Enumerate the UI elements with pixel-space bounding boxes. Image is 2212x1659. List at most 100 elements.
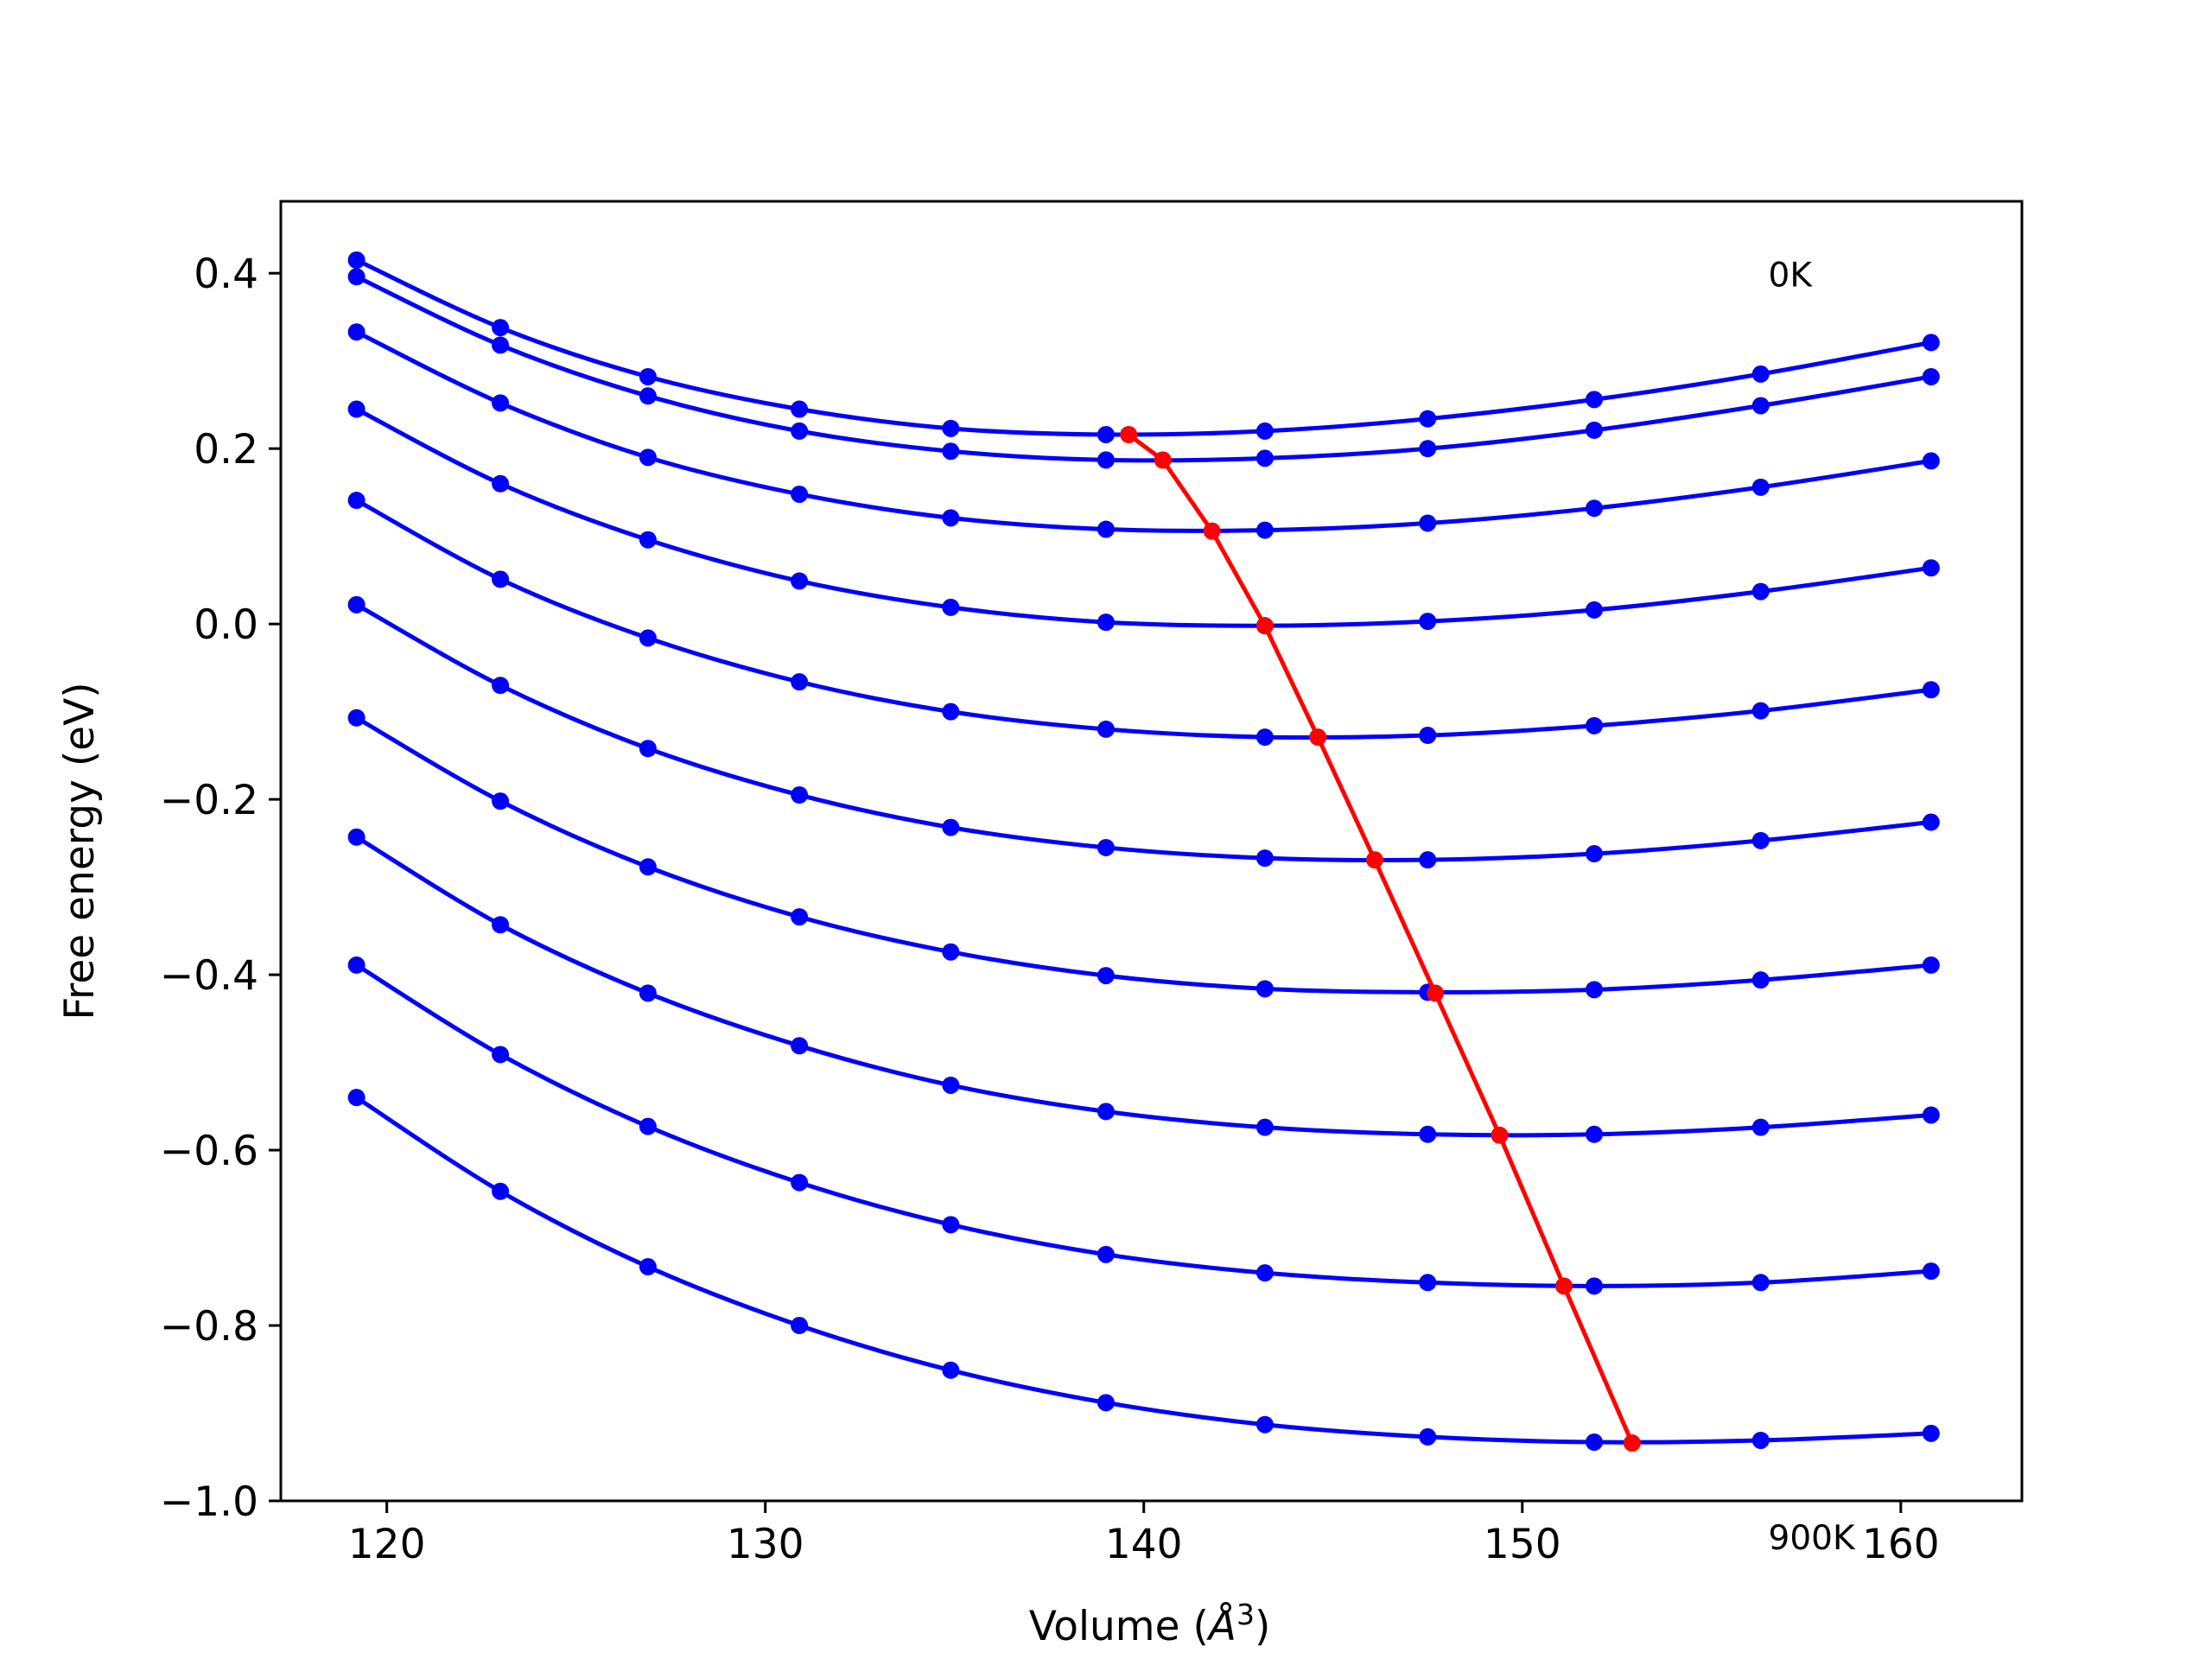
minima-point-5 — [1309, 728, 1327, 747]
series-10-point-8 — [1419, 1427, 1437, 1446]
series-layer — [347, 251, 1940, 1452]
y-tick-label-7: −0.8 — [160, 1303, 258, 1351]
series-9-point-5 — [942, 1216, 960, 1234]
series-2 — [347, 268, 1940, 469]
y-tick-label-8: −1.0 — [160, 1478, 258, 1526]
series-1-point-4 — [791, 400, 809, 418]
minima-point-4 — [1255, 617, 1274, 635]
series-4-point-3 — [639, 531, 657, 549]
series-7-point-5 — [942, 943, 960, 961]
y-axis-title: Free energy (eV) — [56, 682, 104, 1020]
series-3-point-11 — [1922, 452, 1940, 470]
annotation-900k: 900K — [1769, 1519, 1856, 1558]
series-9-point-1 — [347, 956, 365, 974]
series-5-point-1 — [347, 492, 365, 510]
x-axis-title-close: ) — [1255, 1603, 1270, 1650]
series-7-point-4 — [791, 908, 809, 926]
series-6-point-8 — [1419, 851, 1437, 869]
series-3-point-8 — [1419, 514, 1437, 532]
series-4-point-4 — [791, 572, 809, 590]
series-6-point-10 — [1751, 831, 1770, 849]
series-1-point-10 — [1751, 365, 1770, 383]
minima-point-7 — [1427, 984, 1445, 1002]
series-5 — [347, 492, 1940, 747]
series-7-point-2 — [492, 792, 510, 810]
series-8-point-6 — [1096, 1103, 1115, 1121]
series-2-point-1 — [347, 268, 365, 286]
axes-frame — [279, 200, 2024, 1503]
annotation-0k: 0K — [1769, 256, 1814, 295]
series-9 — [347, 956, 1940, 1295]
series-10-point-9 — [1586, 1433, 1604, 1452]
series-9-point-7 — [1255, 1264, 1274, 1282]
series-5-point-10 — [1751, 702, 1770, 720]
minima-line — [1127, 432, 1635, 1445]
series-4-point-9 — [1586, 601, 1604, 619]
series-3 — [347, 323, 1940, 539]
series-8-point-10 — [1751, 1118, 1770, 1136]
series-9-point-4 — [791, 1173, 809, 1192]
series-2-point-8 — [1419, 440, 1437, 458]
series-9-point-8 — [1419, 1274, 1437, 1292]
minima-layer — [1120, 425, 1641, 1452]
minima-point-10 — [1623, 1434, 1641, 1452]
x-axis-ticks: 120 130 140 150 160 — [348, 1501, 1940, 1568]
series-4-point-6 — [1096, 613, 1115, 632]
minima-point-2 — [1154, 451, 1172, 469]
series-6-point-6 — [1096, 838, 1115, 856]
series-4-point-2 — [492, 474, 510, 493]
series-9-point-6 — [1096, 1245, 1115, 1263]
series-1-point-3 — [639, 367, 657, 385]
plot-area — [279, 200, 2024, 1503]
series-1-point-8 — [1419, 410, 1437, 428]
y-tick-label-5: −0.4 — [160, 952, 258, 1000]
series-9-point-3 — [639, 1117, 657, 1135]
series-5-point-9 — [1586, 716, 1604, 734]
series-5-point-11 — [1922, 681, 1940, 699]
series-5-point-6 — [1096, 720, 1115, 738]
series-7-point-10 — [1751, 971, 1770, 989]
series-3-point-1 — [347, 323, 365, 341]
x-axis-title: Volume (Å3) — [1029, 1598, 1271, 1650]
y-tick-label-1: 0.4 — [194, 251, 258, 298]
series-5-point-3 — [639, 629, 657, 647]
series-2-point-7 — [1255, 449, 1274, 467]
series-3-point-5 — [942, 509, 960, 527]
series-4-point-11 — [1922, 559, 1940, 577]
series-5-point-2 — [492, 570, 510, 588]
series-7-point-1 — [347, 709, 365, 727]
series-7-point-11 — [1922, 956, 1940, 974]
series-3-point-6 — [1096, 520, 1115, 538]
series-8-point-5 — [942, 1076, 960, 1094]
series-2-point-4 — [791, 422, 809, 440]
series-10 — [347, 1089, 1940, 1452]
series-2-point-10 — [1751, 397, 1770, 415]
series-6-point-3 — [639, 740, 657, 758]
series-10-point-11 — [1922, 1424, 1940, 1442]
series-6-point-11 — [1922, 813, 1940, 831]
series-1-point-1 — [347, 251, 365, 269]
series-3-point-2 — [492, 394, 510, 412]
minima-point-6 — [1365, 851, 1383, 869]
minima-point-3 — [1203, 522, 1221, 540]
y-tick-label-3: 0.0 — [194, 601, 258, 649]
x-tick-label-4: 150 — [1484, 1521, 1561, 1568]
series-8-point-1 — [347, 828, 365, 846]
series-4-point-10 — [1751, 582, 1770, 601]
series-2-point-5 — [942, 442, 960, 461]
series-10-point-7 — [1255, 1415, 1274, 1433]
series-8-point-9 — [1586, 1125, 1604, 1143]
y-axis-ticks: 0.4 0.2 0.0 −0.2 −0.4 −0.6 −0.8 −1.0 — [160, 251, 281, 1526]
series-7-point-9 — [1586, 981, 1604, 999]
series-7-point-7 — [1255, 980, 1274, 998]
series-3-point-9 — [1586, 499, 1604, 518]
y-tick-label-2: 0.2 — [194, 426, 258, 474]
series-4-point-5 — [942, 598, 960, 616]
series-7-point-6 — [1096, 967, 1115, 985]
series-3-point-4 — [791, 485, 809, 503]
series-1-point-2 — [492, 319, 510, 337]
series-4-point-1 — [347, 400, 365, 418]
series-10-point-10 — [1751, 1431, 1770, 1449]
minima-point-8 — [1491, 1126, 1509, 1144]
